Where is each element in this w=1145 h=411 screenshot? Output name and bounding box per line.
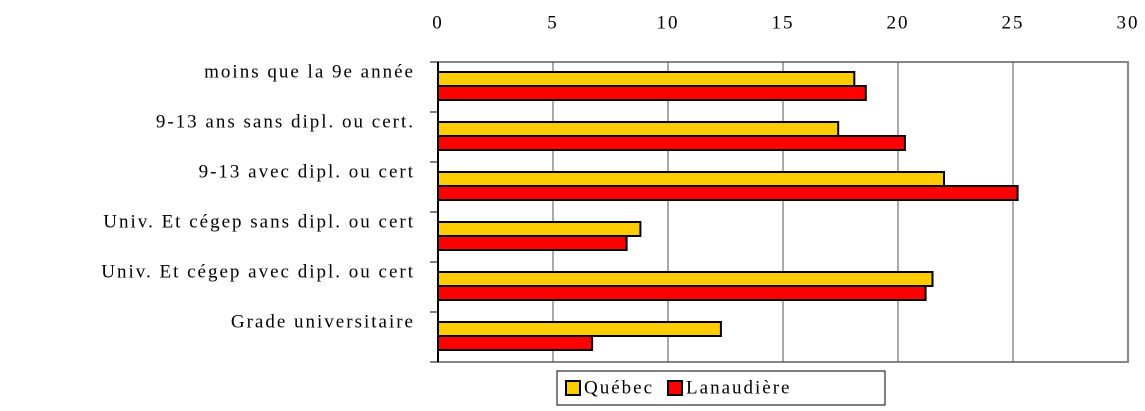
- y-tick-label: Univ. Et cégep avec dipl. ou cert: [101, 261, 415, 282]
- y-tick-label: moins que la 9e année: [204, 61, 415, 82]
- x-tick-label: 0: [432, 12, 444, 33]
- legend-box: [556, 370, 886, 406]
- bar: [437, 335, 594, 351]
- bar: [437, 285, 927, 301]
- bar: [437, 71, 856, 87]
- x-tick-label: 5: [547, 12, 559, 33]
- bar: [437, 321, 722, 337]
- y-tick-label: 9-13 ans sans dipl. ou cert.: [156, 111, 415, 132]
- y-tick-label: 9-13 avec dipl. ou cert: [199, 161, 415, 182]
- legend-swatch: [565, 380, 581, 396]
- bar: [437, 185, 1019, 201]
- bar: [437, 85, 867, 101]
- bar: [437, 121, 840, 137]
- y-tick-label: Univ. Et cégep sans dipl. ou cert: [103, 211, 415, 232]
- x-tick-label: 15: [772, 12, 795, 33]
- x-tick-label: 30: [1117, 12, 1140, 33]
- legend-label: Québec: [584, 377, 654, 398]
- bar: [437, 221, 642, 237]
- legend-swatch: [667, 380, 684, 396]
- bar: [437, 271, 934, 287]
- x-tick-label: 10: [657, 12, 680, 33]
- legend-label: Lanaudière: [686, 377, 791, 398]
- bar: [437, 135, 906, 151]
- y-tick-label: Grade universitaire: [231, 311, 415, 332]
- x-tick-label: 25: [1002, 12, 1025, 33]
- bar: [437, 171, 945, 187]
- x-tick-label: 20: [887, 12, 910, 33]
- bar: [437, 235, 628, 251]
